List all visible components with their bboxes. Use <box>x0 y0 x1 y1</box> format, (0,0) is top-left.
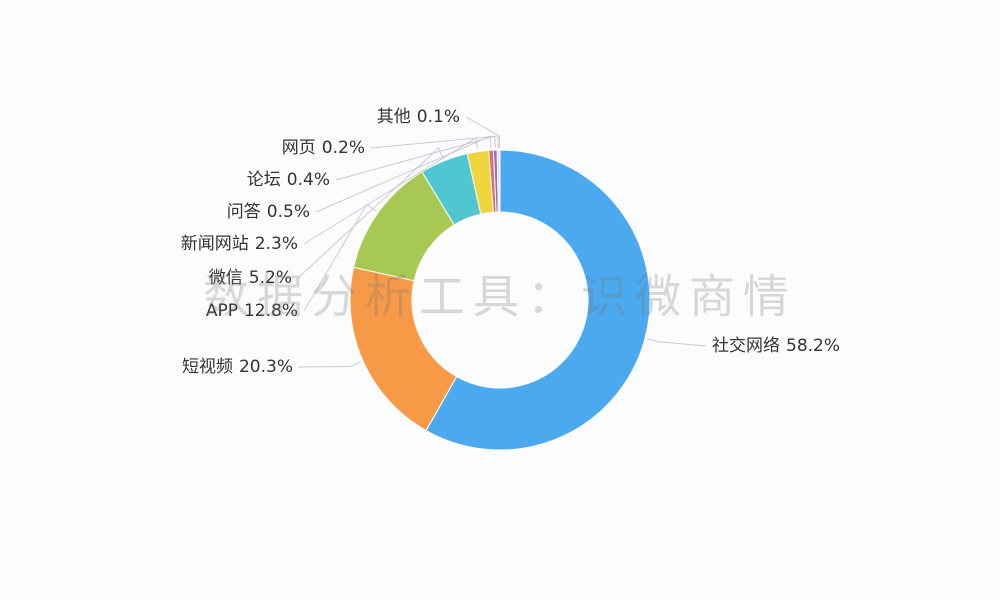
slice-value: 0.4% <box>287 170 330 190</box>
slice-value: 0.1% <box>417 107 460 127</box>
leader-line <box>646 338 707 347</box>
slice-name: 微信 <box>209 268 243 288</box>
slice-value: 5.2% <box>249 268 292 288</box>
slice-label: 短视频 20.3% <box>182 357 293 377</box>
slice-value: 20.3% <box>239 357 293 377</box>
slice-value: 12.8% <box>244 301 298 321</box>
leader-line <box>298 361 362 368</box>
slice <box>425 149 651 451</box>
slice-label: 论坛 0.4% <box>247 170 330 190</box>
leader-line <box>465 116 501 149</box>
slice-name: 短视频 <box>182 357 233 377</box>
slice-value: 0.5% <box>267 202 310 222</box>
slice-name: 论坛 <box>247 170 281 190</box>
watermark: 数据分析工具：识微商情 <box>203 270 797 324</box>
slice-label: APP 12.8% <box>206 301 298 321</box>
slice-value: 2.3% <box>255 234 298 254</box>
slice-name: 新闻网站 <box>181 234 249 254</box>
leader-line <box>370 135 499 149</box>
slice-label: 新闻网站 2.3% <box>181 234 298 254</box>
slice-label: 问答 0.5% <box>227 202 310 222</box>
slice-name: APP <box>206 301 238 321</box>
leader-line <box>297 147 444 279</box>
slice-label: 其他 0.1% <box>377 107 460 127</box>
slice <box>498 149 501 213</box>
slice-name: 其他 <box>377 107 411 127</box>
slice-name: 问答 <box>227 202 261 222</box>
slice-value: 0.2% <box>322 138 365 158</box>
slice-value: 58.2% <box>786 336 840 356</box>
slice-label: 网页 0.2% <box>282 138 365 158</box>
slice-label: 社交网络 58.2% <box>712 336 840 356</box>
slice-name: 社交网络 <box>712 336 780 356</box>
slice-label: 微信 5.2% <box>209 268 292 288</box>
slice-name: 网页 <box>282 138 316 158</box>
